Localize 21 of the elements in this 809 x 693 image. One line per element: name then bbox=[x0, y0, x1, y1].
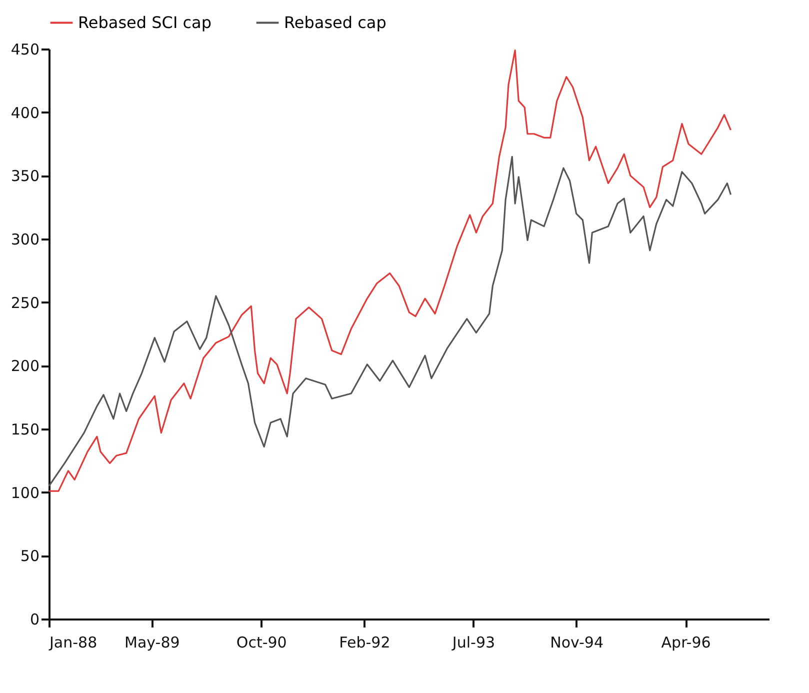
line-series bbox=[48, 49, 732, 492]
x-tick-label: Nov-94 bbox=[550, 634, 604, 652]
y-tick-label: 200 bbox=[10, 357, 40, 376]
legend-label: Rebased SCI cap bbox=[78, 12, 212, 32]
y-tick-label: 100 bbox=[10, 484, 40, 502]
y-tick-label: 50 bbox=[20, 547, 40, 566]
x-tick-label: Jul-93 bbox=[451, 634, 496, 652]
x-tick-label: Apr-96 bbox=[661, 634, 711, 652]
x-tick-label: Oct-90 bbox=[236, 634, 287, 652]
x-tick-label: Jan-88 bbox=[48, 634, 98, 652]
line-series bbox=[48, 156, 732, 487]
y-tick-label: 300 bbox=[10, 230, 40, 248]
x-tick-label: May-89 bbox=[124, 634, 180, 652]
y-tick-label: 150 bbox=[10, 420, 40, 438]
y-tick-label: 350 bbox=[10, 167, 40, 186]
y-tick-label: 450 bbox=[10, 40, 40, 58]
y-tick-label: 0 bbox=[30, 610, 40, 628]
y-tick-label: 250 bbox=[10, 294, 40, 312]
legend-label: Rebased cap bbox=[284, 12, 386, 32]
y-tick-label: 400 bbox=[10, 104, 40, 122]
x-tick-label: Feb-92 bbox=[339, 634, 390, 652]
